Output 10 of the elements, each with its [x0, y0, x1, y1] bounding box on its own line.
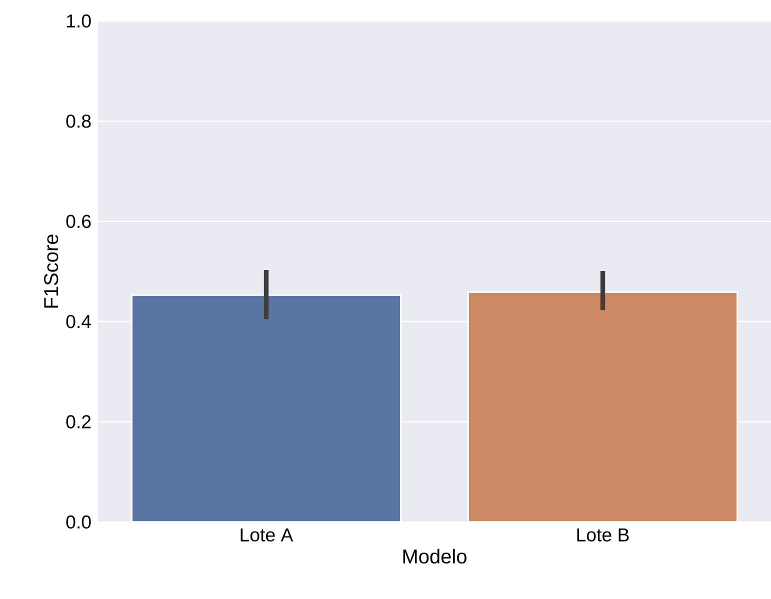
y-tick-label: 0.8 [66, 114, 91, 128]
y-tick-label: 0.0 [66, 515, 91, 529]
y-tick-label: 0.6 [66, 214, 91, 228]
x-tick-label: Lote B [577, 528, 629, 542]
x-tick-label: Lote A [240, 528, 294, 542]
y-tick-label: 0.2 [66, 415, 91, 428]
y-tick-label: 0.4 [66, 314, 91, 328]
x-axis-title: Modelo [403, 548, 466, 564]
y-tick-label: 1.0 [66, 14, 91, 28]
y-axis-title: F1Score [44, 234, 58, 308]
